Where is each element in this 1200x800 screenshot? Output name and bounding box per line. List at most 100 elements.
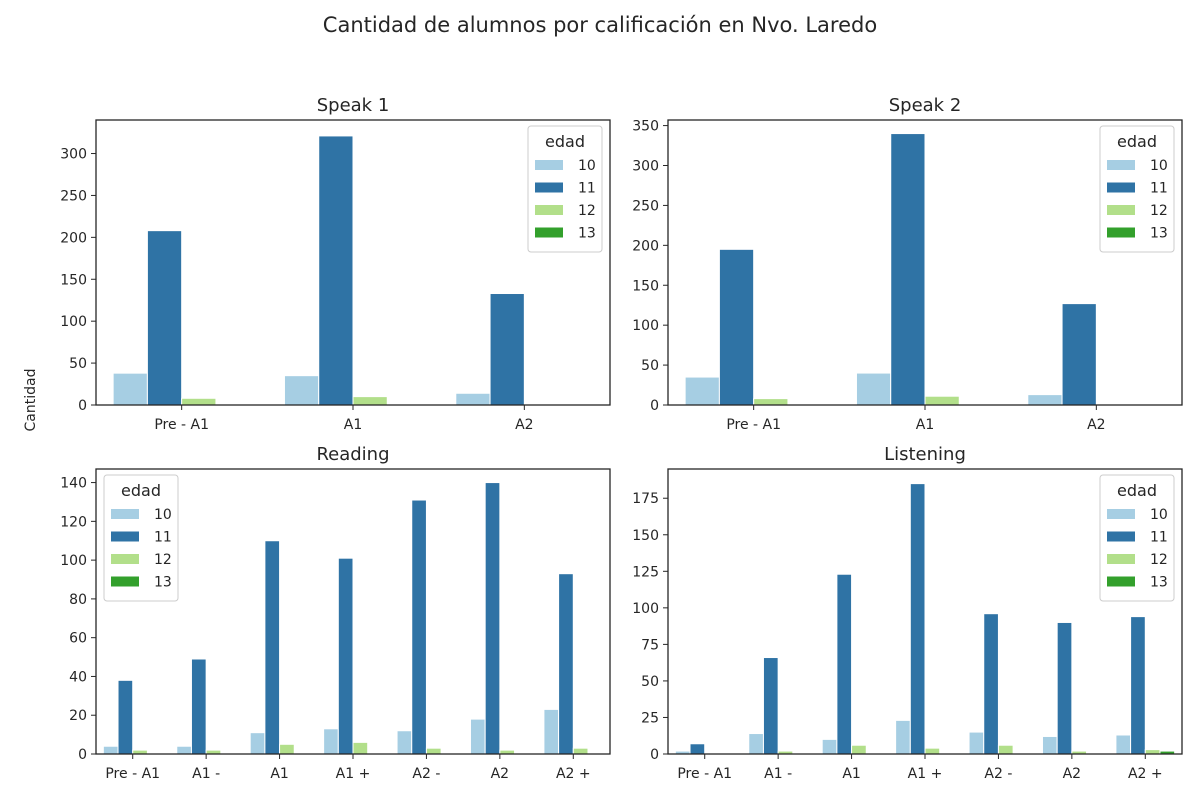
x-tick-label: A2 [491,766,509,782]
legend-swatch-12 [1107,205,1135,215]
bar-11-a2 [489,293,525,406]
legend-label: 11 [1150,530,1168,546]
panel-title: Reading [316,444,389,465]
bar-10-a1 [283,375,320,406]
bar-10-a2 [1041,735,1058,755]
legend-label: 10 [154,507,172,523]
legend-swatch-11 [1107,531,1135,542]
legend-box [103,474,179,602]
y-tick-label: 150 [632,528,659,544]
legend-swatch-13 [111,576,139,587]
y-tick-label: 300 [632,159,659,175]
bar-10-pre-a1 [684,376,720,406]
bar-12-a1 [924,395,960,406]
x-tick-label: A2 - [412,766,440,782]
y-tick-label: 300 [60,147,87,163]
bar-11-a2 [1061,303,1097,406]
bar-10-a1 [855,372,892,406]
bar-11-a2 [1056,621,1073,755]
legend-swatch-11 [111,531,139,542]
legend: edad 10 11 12 13 [1099,474,1175,602]
bar-12-a1 [924,747,941,755]
y-tick-label: 100 [60,553,87,569]
legend-label: 13 [578,226,596,242]
y-tick-label: 60 [69,631,87,647]
x-tick-label: Pre - A1 [154,417,209,433]
bar-11-pre-a1 [718,248,755,406]
bar-10-a2 [469,718,486,755]
y-tick-label: 250 [632,198,659,214]
bar-12-a2 [997,744,1014,755]
legend-label: 11 [1150,181,1168,197]
bar-11-a2 [983,613,999,755]
y-tick-label: 50 [641,674,659,690]
legend-swatch-12 [111,554,139,564]
x-tick-label: A2 [1063,766,1081,782]
bar-10-a2 [968,731,985,755]
y-tick-label: 25 [641,710,659,726]
bar-11-pre-a1 [117,679,134,755]
bar-11-a2 [1130,616,1146,755]
x-tick-label: A2 - [984,766,1012,782]
y-tick-label: 0 [650,747,659,763]
legend-title: edad [121,481,161,500]
bar-11-a1 [909,483,926,755]
legend-label: 13 [1150,575,1168,591]
bar-10-pre-a1 [112,372,148,406]
y-tick-label: 0 [78,398,87,414]
y-tick-label: 350 [632,119,659,135]
x-tick-label: Pre - A1 [105,766,160,782]
y-tick-label: 100 [60,314,87,330]
y-tick-label: 40 [69,669,87,685]
bar-12-a1 [851,744,867,755]
y-tick-label: 140 [60,476,87,492]
legend-title: edad [1117,481,1157,500]
legend-label: 12 [154,552,172,568]
legend-swatch-13 [535,227,563,238]
legend-label: 11 [578,181,596,197]
legend-label: 10 [1150,158,1168,174]
legend-swatch-12 [1107,554,1135,564]
x-tick-label: A2 [515,417,533,433]
y-tick-label: 125 [632,564,659,580]
bar-12-a1 [352,741,369,755]
legend-swatch-10 [1107,160,1135,170]
bar-11-pre-a1 [146,230,183,406]
bar-10-a2 [455,392,491,406]
bar-11-pre-a1 [689,743,706,755]
legend-label: 12 [1150,552,1168,568]
panel-title: Speak 1 [317,95,390,116]
bar-11-a2 [411,499,427,755]
bar-11-a1 [836,573,853,755]
bar-11-a1 [264,540,281,755]
legend-label: 10 [578,158,596,174]
bar-12-a1 [279,743,295,755]
bar-10-a1 [895,719,911,755]
y-axis-label: Cantidad [23,368,39,432]
legend-label: 13 [154,575,172,591]
legend-box [1099,125,1175,253]
bar-11-a1 [337,557,354,755]
bar-11-a1 [318,135,354,406]
bar-11-a1 [890,133,926,406]
y-tick-label: 120 [60,514,87,530]
chart-speak-1: Speak 1 0 50 100 150 200 250 300 Pre - A1 A1 A2 eda… [60,95,611,433]
legend: edad 10 11 12 13 [103,474,179,602]
bar-10-a2 [1027,394,1063,406]
y-tick-label: 250 [60,188,87,204]
legend-label: 12 [578,203,596,219]
y-tick-label: 0 [78,747,87,763]
plot-frame [667,468,1183,755]
x-tick-label: Pre - A1 [726,417,781,433]
legend-swatch-11 [1107,182,1135,193]
y-tick-label: 50 [641,358,659,374]
legend-swatch-10 [535,160,563,170]
x-tick-label: A2 + [556,766,591,782]
bar-12-a2 [1144,749,1161,755]
legend-box [1099,474,1175,602]
bar-10-a1 [249,732,266,755]
bar-10-a2 [543,708,560,755]
x-tick-label: A1 [916,417,934,433]
legend: edad 10 11 12 13 [527,125,603,253]
bar-12-a2 [425,747,442,755]
